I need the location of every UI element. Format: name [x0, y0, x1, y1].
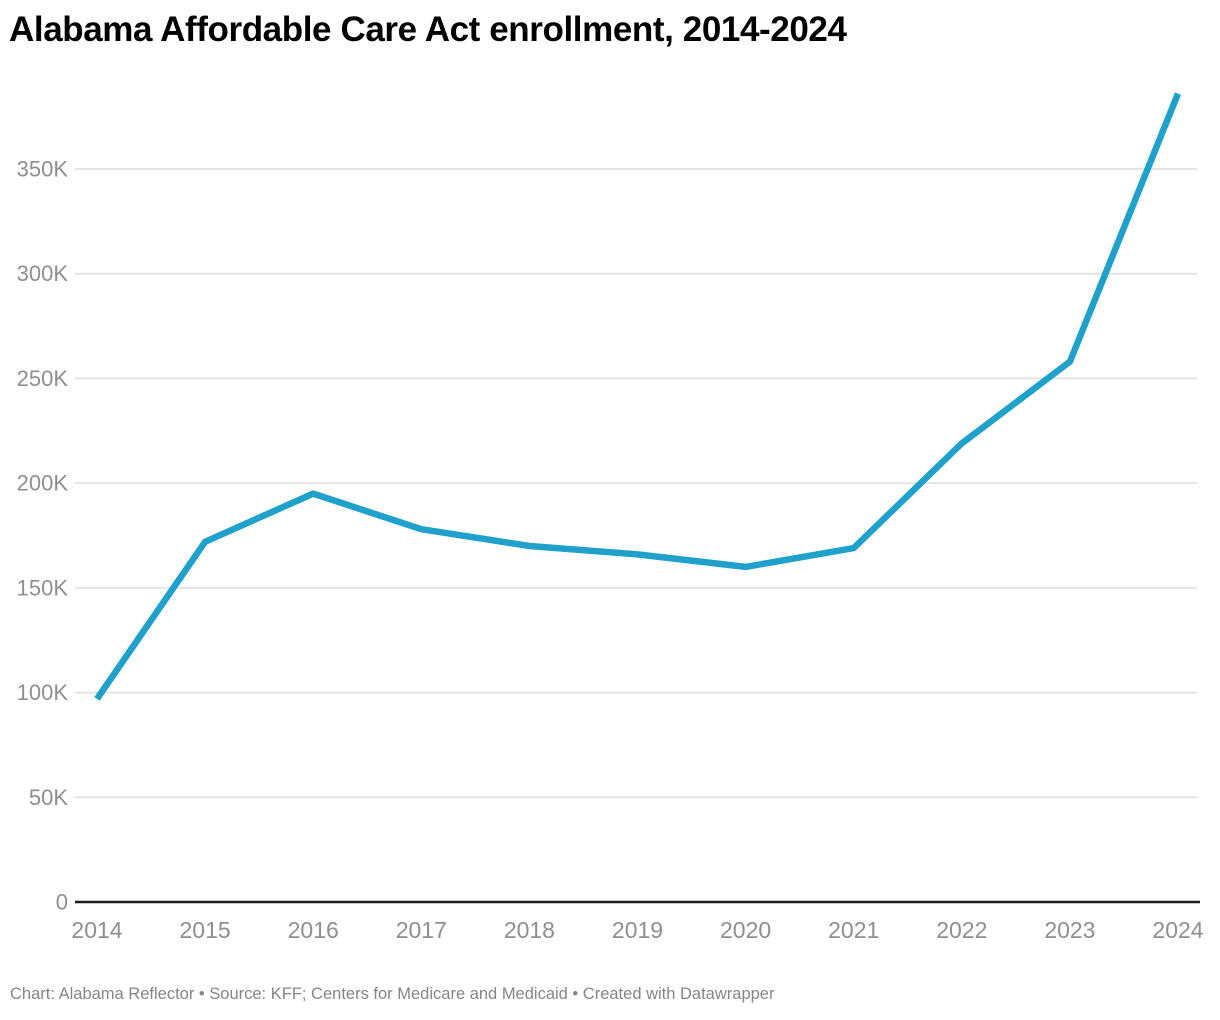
y-axis-tick-label: 250K	[17, 366, 69, 391]
y-axis-tick-label: 150K	[17, 575, 69, 600]
y-axis-tick-label: 0	[56, 890, 68, 915]
x-axis-tick-label: 2021	[828, 917, 879, 943]
x-axis-tick-label: 2014	[71, 917, 122, 943]
x-axis-tick-label: 2017	[396, 917, 447, 943]
x-axis-tick-label: 2020	[720, 917, 771, 943]
y-axis-tick-label: 300K	[17, 261, 69, 286]
chart-title: Alabama Affordable Care Act enrollment, …	[9, 10, 847, 49]
enrollment-line-series	[94, 92, 1182, 701]
x-axis-tick-label: 2015	[180, 917, 231, 943]
y-axis-tick-label: 350K	[17, 157, 69, 182]
y-axis-tick-label: 100K	[17, 680, 69, 705]
chart-footer-attribution: Chart: Alabama Reflector • Source: KFF; …	[10, 985, 775, 1003]
x-axis-tick-label: 2018	[504, 917, 555, 943]
x-axis-tick-label: 2024	[1152, 917, 1203, 943]
x-axis-tick-label: 2023	[1044, 917, 1095, 943]
y-axis-tick-label: 50K	[29, 785, 68, 810]
x-axis-tick-label: 2022	[936, 917, 987, 943]
x-axis-tick-label: 2019	[612, 917, 663, 943]
x-axis-tick-label: 2016	[288, 917, 339, 943]
y-axis-tick-label: 200K	[17, 471, 69, 496]
